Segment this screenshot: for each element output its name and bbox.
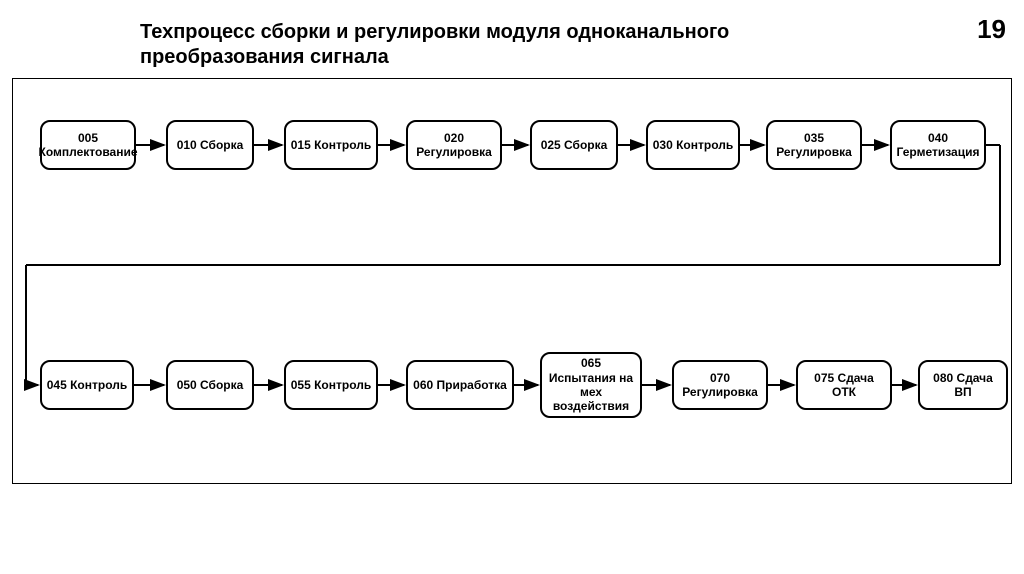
flowchart-node: 055 Контроль xyxy=(284,360,378,410)
flowchart-node: 030 Контроль xyxy=(646,120,740,170)
flowchart-node: 065 Испытания на мех воздействия xyxy=(540,352,642,418)
flowchart-node: 005 Комплектование xyxy=(40,120,136,170)
flowchart-node: 070 Регулировка xyxy=(672,360,768,410)
page-number: 19 xyxy=(977,14,1006,45)
flowchart-node: 010 Сборка xyxy=(166,120,254,170)
flowchart-node: 080 Сдача ВП xyxy=(918,360,1008,410)
flowchart-node: 040 Герметизация xyxy=(890,120,986,170)
flowchart-node: 025 Сборка xyxy=(530,120,618,170)
flowchart-node: 020 Регулировка xyxy=(406,120,502,170)
flowchart-node: 015 Контроль xyxy=(284,120,378,170)
page-title: Техпроцесс сборки и регулировки модуля о… xyxy=(140,20,840,70)
flowchart-node: 060 Приработка xyxy=(406,360,514,410)
flowchart-node: 050 Сборка xyxy=(166,360,254,410)
flowchart-node: 075 Сдача ОТК xyxy=(796,360,892,410)
flowchart-node: 035 Регулировка xyxy=(766,120,862,170)
diagram-frame xyxy=(12,78,1012,484)
flowchart-node: 045 Контроль xyxy=(40,360,134,410)
